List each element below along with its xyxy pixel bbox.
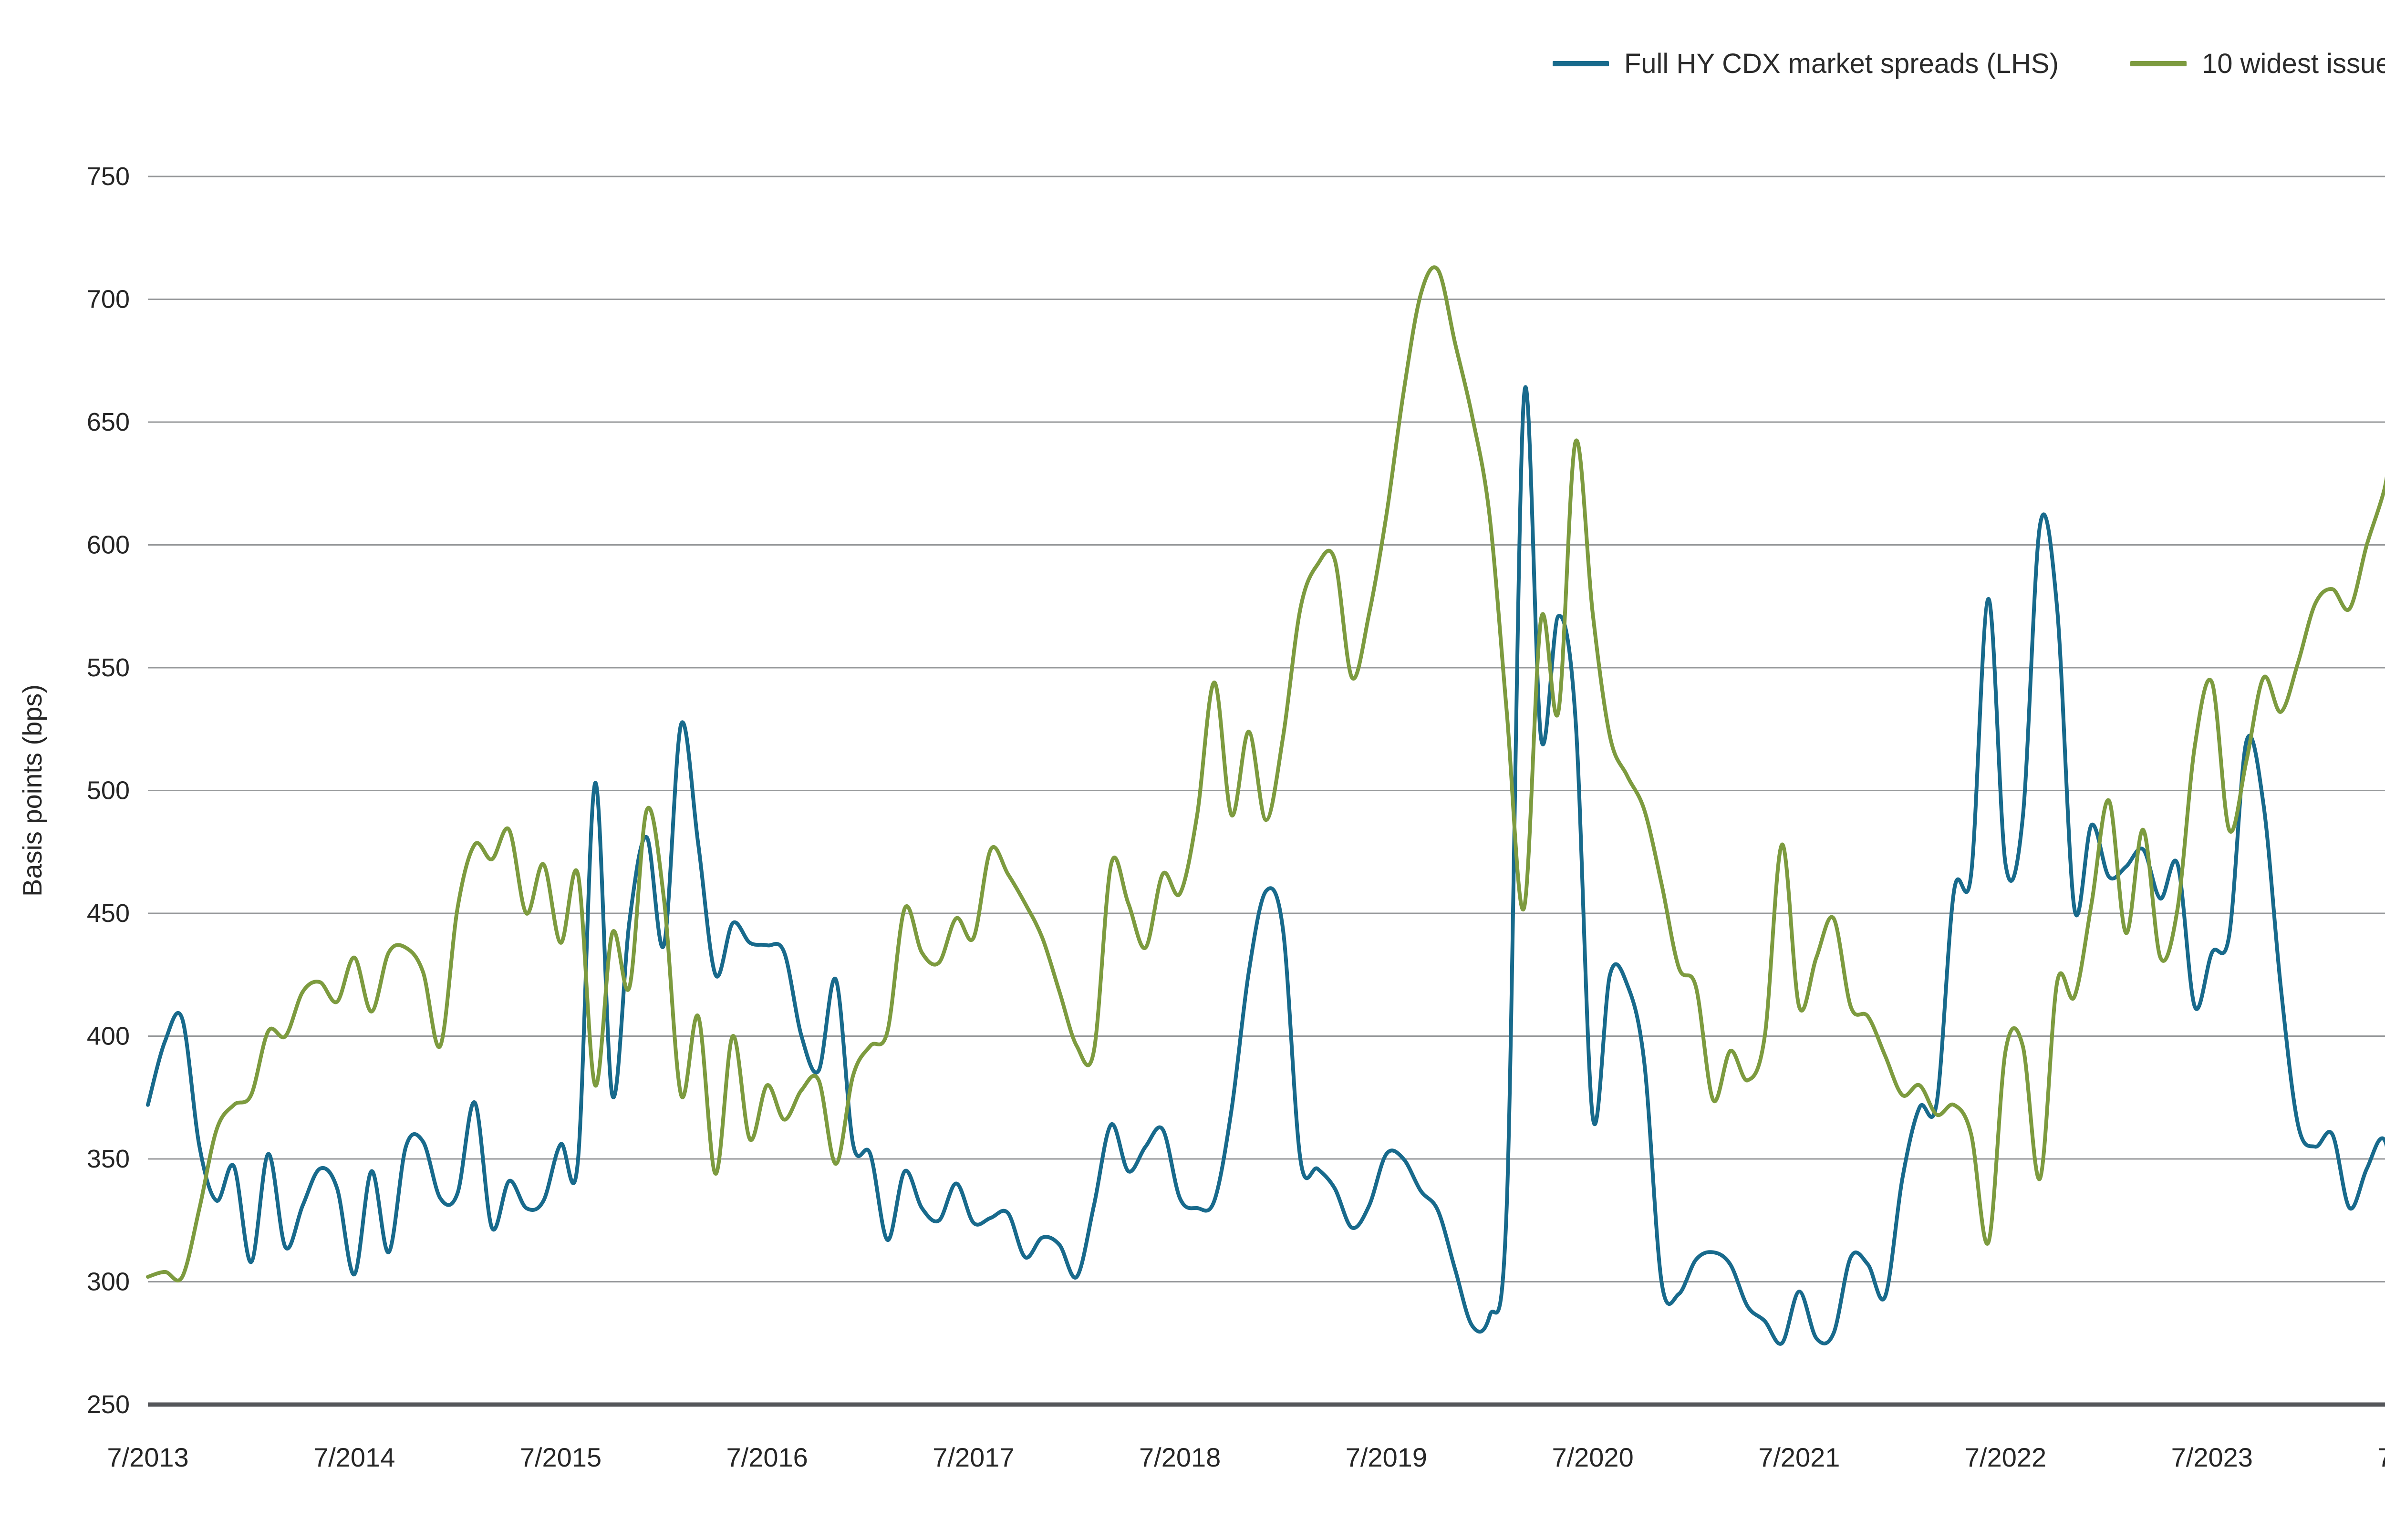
- left-axis-tick-label: 600: [87, 531, 130, 559]
- legend-item-10-widest-issuers: 10 widest issuers (RHS): [2130, 48, 2385, 80]
- left-axis-tick-label: 350: [87, 1145, 130, 1173]
- x-axis-tick-label: 7/2015: [520, 1442, 601, 1472]
- x-axis-tick-label: 7/2014: [313, 1442, 395, 1472]
- blue-line-swatch-icon: [1552, 61, 1609, 66]
- legend-item-full-hy-cdx-spreads: Full HY CDX market spreads (LHS): [1552, 48, 2059, 80]
- x-axis-tick-label: 7/2018: [1139, 1442, 1221, 1472]
- left-axis-tick-label: 750: [87, 162, 130, 191]
- x-axis-tick-label: 7/2021: [1758, 1442, 1840, 1472]
- legend-label-10-widest-issuers: 10 widest issuers (RHS): [2201, 48, 2385, 79]
- left-axis-tick-label: 250: [87, 1390, 130, 1419]
- left-axis-tick-label: 650: [87, 408, 130, 436]
- left-axis-tick-label: 300: [87, 1268, 130, 1296]
- chart-legend: Full HY CDX market spreads (LHS) 10 wide…: [1552, 48, 2385, 80]
- green-line-swatch-icon: [2130, 61, 2187, 66]
- series-line-0: [146, 385, 2385, 1346]
- left-axis-title: Basis points (bps): [17, 684, 47, 897]
- left-axis-tick-label: 450: [87, 899, 130, 928]
- left-axis-tick-label: 550: [87, 653, 130, 682]
- left-axis-tick-label: 400: [87, 1022, 130, 1051]
- x-axis-tick-label: 7/2020: [1552, 1442, 1633, 1472]
- x-axis-tick-label: 7/2024: [2377, 1442, 2385, 1472]
- x-axis-tick-label: 7/2016: [726, 1442, 808, 1472]
- left-axis-tick-label: 500: [87, 776, 130, 805]
- x-axis-tick-label: 7/2019: [1346, 1442, 1427, 1472]
- x-axis-tick-label: 7/2017: [933, 1442, 1014, 1472]
- x-axis-tick-label: 7/2013: [107, 1442, 188, 1472]
- x-axis-tick-label: 7/2023: [2171, 1442, 2253, 1472]
- legend-label-full-hy-cdx-spreads: Full HY CDX market spreads (LHS): [1624, 48, 2059, 79]
- series-line-1: [146, 265, 2385, 1282]
- x-axis-tick-label: 7/2022: [1965, 1442, 2046, 1472]
- left-axis-tick-label: 700: [87, 285, 130, 314]
